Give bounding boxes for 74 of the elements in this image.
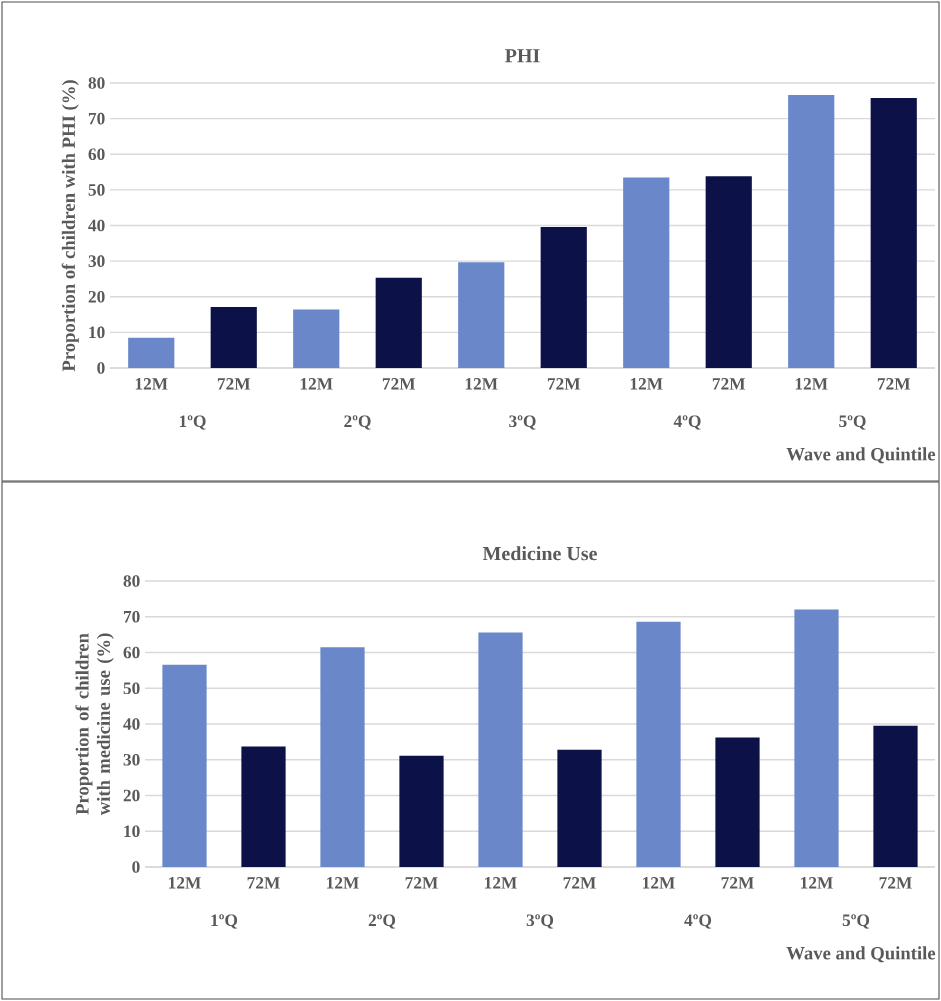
x-tick-label: 12M — [643, 877, 675, 889]
text: 4ºQ — [684, 914, 712, 929]
bar — [478, 632, 523, 867]
x-tick-label: 12M — [465, 378, 498, 390]
bar — [540, 226, 587, 368]
y-tick-label: 0 — [132, 861, 140, 873]
text: 1ºQ — [179, 415, 206, 430]
x-tick-label: 12M — [630, 378, 663, 390]
y-tick-label: 0 — [97, 362, 105, 374]
y-tick-label: 50 — [88, 184, 105, 196]
y-tick-label: 60 — [88, 148, 105, 161]
bar — [623, 177, 670, 368]
bar — [128, 337, 175, 368]
chart-title: Medicine Use — [482, 546, 597, 561]
y-tick-label: 10 — [89, 326, 105, 339]
y-tick-label: 10 — [124, 825, 140, 838]
x-tick-label: 12M — [795, 378, 828, 390]
y-tick-label: 20 — [123, 789, 140, 802]
text: 1ºQ — [211, 914, 238, 929]
text: 5ºQ — [842, 914, 870, 929]
y-axis-title: Proportion of children with medicine use (%) — [75, 633, 114, 816]
x-tick-label: 72M — [405, 877, 438, 889]
x-tick-label: 72M — [563, 877, 596, 889]
y-tick-label: 20 — [88, 290, 105, 303]
text: 4ºQ — [673, 415, 701, 430]
y-tick-label: 30 — [88, 255, 105, 267]
bar — [705, 176, 752, 368]
bar — [293, 309, 340, 368]
bar — [399, 755, 444, 867]
x-tick-label: 72M — [877, 378, 911, 390]
x-tick-label: 12M — [801, 877, 833, 889]
text: 5ºQ — [839, 415, 866, 430]
y-tick-label: 40 — [88, 219, 105, 232]
x-tick-label: 72M — [382, 378, 416, 390]
text: 3ºQ — [509, 415, 536, 430]
x-tick-label: 12M — [169, 877, 201, 889]
x-tick-label: 12M — [300, 378, 333, 390]
y-tick-label: 50 — [123, 682, 140, 695]
bar — [870, 97, 917, 368]
x-tick-label: 72M — [712, 378, 746, 390]
bar — [162, 664, 207, 867]
y-tick-label: 30 — [123, 753, 140, 766]
text: 3ºQ — [526, 914, 554, 929]
x-tick-label: 72M — [721, 877, 754, 889]
y-tick-label: 60 — [123, 646, 140, 659]
x-tick-label: 12M — [135, 378, 168, 390]
y-tick-label: 40 — [123, 718, 140, 730]
bar — [557, 749, 602, 867]
x-tick-label: 72M — [247, 877, 280, 889]
bar — [458, 262, 505, 368]
bar — [873, 725, 918, 867]
x-tick-label: 12M — [485, 877, 517, 889]
x-tick-label: 72M — [547, 378, 581, 390]
y-tick-label: 80 — [123, 575, 140, 587]
x-tick-label: 12M — [327, 877, 359, 889]
bar — [375, 277, 422, 368]
x-tick-label: 72M — [879, 877, 912, 889]
bar — [788, 95, 835, 368]
chart-title: PHI — [505, 49, 540, 63]
x-tick-label: 72M — [217, 378, 251, 390]
x-axis-title: Wave and Quintile — [786, 447, 936, 464]
y-tick-label: 70 — [88, 112, 105, 125]
text: 2ºQ — [344, 415, 371, 430]
bar — [210, 307, 257, 368]
y-tick-label: 70 — [123, 610, 140, 623]
bar — [320, 647, 365, 867]
y-axis-title: Proportion of children with PHI (%) — [61, 80, 79, 372]
bar — [794, 609, 839, 867]
text: 2ºQ — [368, 914, 396, 929]
bar — [715, 737, 760, 867]
x-axis-title: Wave and Quintile — [786, 946, 936, 963]
y-tick-label: 80 — [88, 77, 105, 89]
bar — [636, 621, 681, 867]
bar — [241, 746, 286, 867]
